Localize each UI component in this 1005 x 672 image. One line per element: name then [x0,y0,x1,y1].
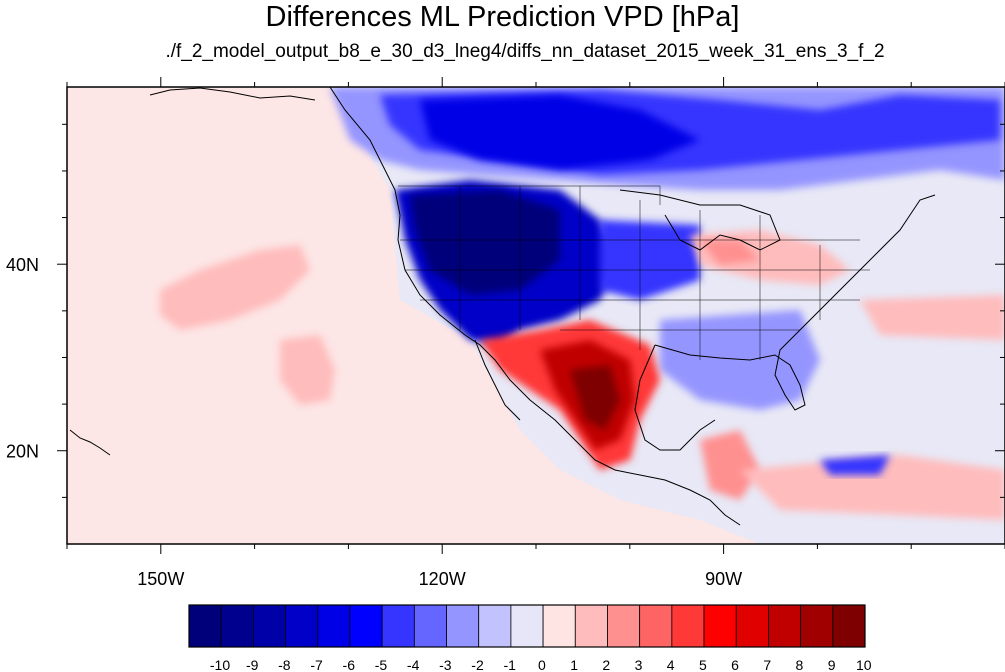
colorbar-swatch [252,604,286,648]
field-pacific-pink [67,87,760,544]
colorbar: -10 -9 -8 -7 -6 -5 -4 -3 -2 -1 0 1 2 3 4 5 6 7 8 9 10 [188,604,872,672]
field-caribbean-blue [820,455,890,475]
lon-ticks: 150W 120W 90W [66,77,1005,589]
colorbar-swatch [413,604,447,648]
gulf-atlantic-coast [654,194,936,411]
colorbar-label: 7 [763,657,771,672]
colorbar-swatch [639,604,673,648]
field-caribbean-pink [740,455,1005,520]
colorbar-swatch [188,604,222,648]
colorbar-swatch [349,604,383,648]
field-ohio-pink-2 [700,240,760,265]
field-pacific-pink-2 [160,245,310,330]
colorbar-label: -5 [375,657,388,672]
colorbar-swatch [317,604,351,648]
colorbar-swatch [542,604,576,648]
colorbar-label: 9 [828,657,836,672]
colorbar-label: -3 [439,657,452,672]
colorbar-label: 8 [796,657,804,672]
field-west-us-darkest [410,190,560,295]
colorbar-swatch [671,604,705,648]
state-borders [398,185,870,360]
colorbar-swatch [574,604,608,648]
lat-tick-label: 20N [6,442,39,462]
colorbar-label: 10 [856,657,872,672]
alaska-coast [149,87,316,101]
colorbar-swatch [607,604,641,648]
colorbar-swatch [478,604,512,648]
colorbar-label: -10 [210,657,230,672]
colorbar-swatch [768,604,802,648]
map-field [67,87,1005,544]
lon-tick-label: 90W [705,569,742,589]
lon-tick-label: 120W [419,569,466,589]
field-mexico-darkest [570,365,620,430]
field-pacific-pink-3 [280,335,335,405]
colorbar-label: -2 [471,657,484,672]
colorbar-label: -7 [310,657,323,672]
colorbar-swatch [703,604,737,648]
colorbar-label: 2 [602,657,610,672]
field-atlantic-pink [860,295,1005,340]
colorbar-label: -6 [343,657,356,672]
colorbar-swatch [832,604,866,648]
colorbar-swatch [220,604,254,648]
colorbar-label: 5 [699,657,707,672]
colorbar-label: 4 [667,657,675,672]
colorbar-swatch [446,604,480,648]
baja-peninsula [474,339,521,421]
colorbar-swatch [510,604,544,648]
colorbar-label: 6 [731,657,739,672]
colorbar-frame [188,604,866,648]
field-canada-dark [420,95,700,170]
field-central-america-pink [700,430,760,500]
colorbar-label: 1 [570,657,578,672]
colorbar-label: -9 [246,657,259,672]
colorbar-swatch [800,604,834,648]
colorbar-label: -4 [407,657,420,672]
plot-subtitle: ./f_2_model_output_b8_e_30_d3_lneg4/diff… [165,41,885,62]
colorbar-label: 0 [538,657,546,672]
coastlines [69,87,936,526]
plot-title: Differences ML Prediction VPD [hPa] [265,1,740,33]
colorbar-label: -8 [278,657,291,672]
colorbar-swatch [735,604,769,648]
hawaii-islands [69,429,111,456]
colorbar-swatch [381,604,415,648]
colorbar-swatch [285,604,319,648]
colorbar-label: -1 [503,657,516,672]
gulf-coast-west [634,344,716,451]
great-lakes [619,189,781,251]
lat-tick-label: 40N [6,255,39,275]
lon-tick-label: 150W [137,569,184,589]
colorbar-label: 3 [635,657,643,672]
lat-ticks: 40N 20N [6,123,1005,498]
pacific-coast [329,87,741,526]
